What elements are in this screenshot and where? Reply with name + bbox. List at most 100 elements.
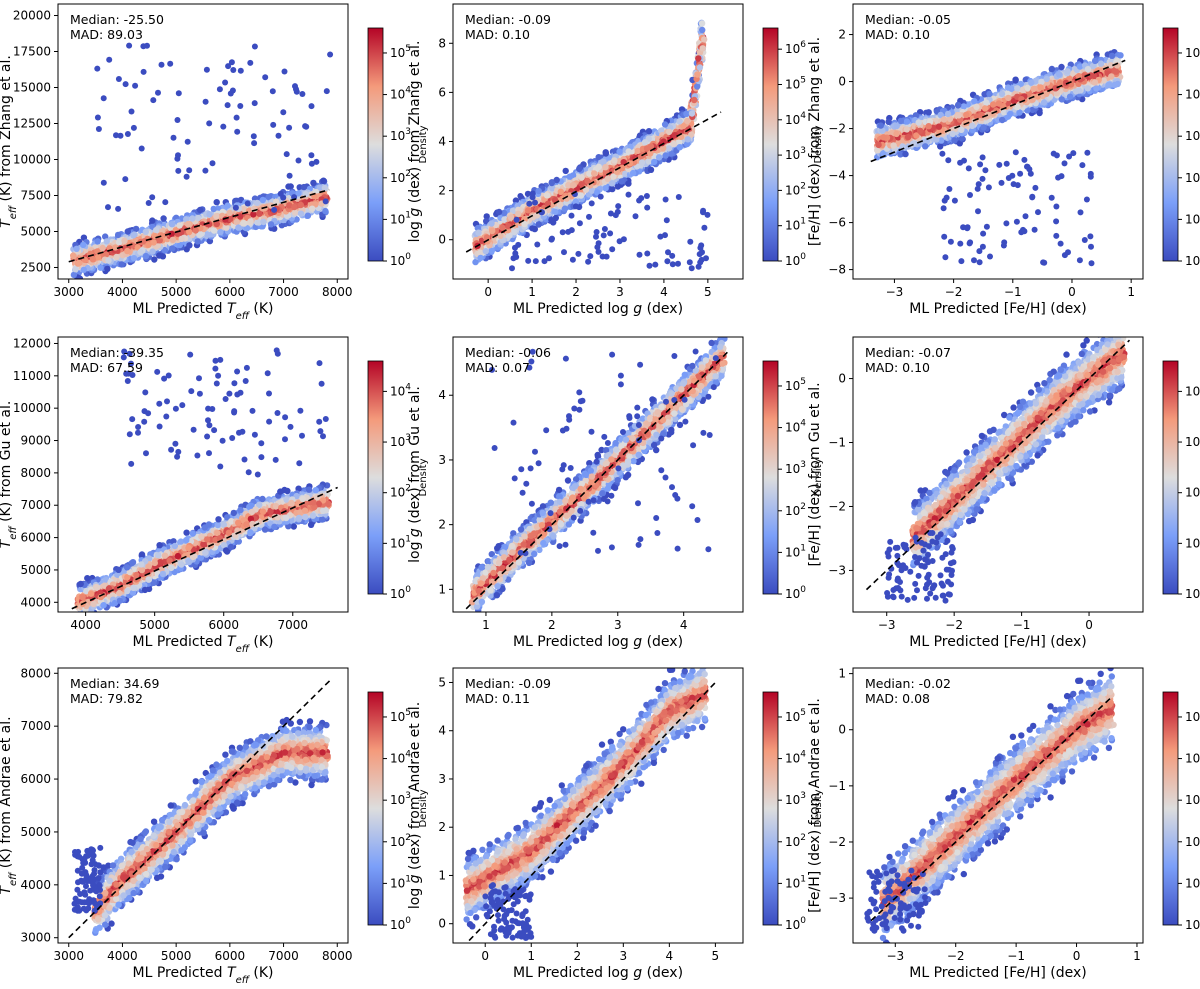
hexbin-cell [509,265,515,272]
hexbin-cell [80,241,87,249]
colorbar-tick-label: 103 [390,127,411,143]
hexbin-cell [270,121,277,128]
hexbin-cell [699,45,706,52]
hexbin-cell [691,96,698,104]
hexbin-cell [224,102,231,109]
hexbin-cell [553,176,560,184]
hexbin-cell [233,114,240,121]
hexbin-cell [578,174,585,181]
hexbin-cell [601,226,608,232]
hexbin-cell [616,148,623,155]
hexbin-cell [488,247,495,255]
hexbin-cell [660,144,667,152]
hexbin-cell [302,191,309,198]
hexbin-cell [602,185,609,192]
hexbin-cell [73,245,80,252]
hexbin-cell [694,71,701,78]
hexbin-cell [168,221,176,228]
hexbin-cell [604,175,611,182]
hexbin-cell [254,199,261,207]
y-tick-label: 17500 [13,45,51,59]
hexbin-cell [138,145,145,152]
hexbin-cell [202,98,209,105]
hexbin-cell [220,123,227,130]
hexbin-cell [576,220,583,227]
hexbin-cell [309,205,316,212]
hexbin-cell [287,183,294,190]
hexbin-cell [155,89,161,96]
hexbin-cell [233,218,240,226]
hexbin-cell [566,173,573,180]
hexbin-cell [669,261,676,268]
hexbin-cell [156,237,163,244]
hexbin-cell [225,63,232,70]
hexbin-cell [646,262,653,269]
hexbin-cell [168,230,175,237]
hexbin-cell [145,200,152,206]
hexbin-cell [175,90,182,97]
hexbin-cell [588,200,595,207]
hexbin-cell [104,265,111,272]
hexbin-cell [153,227,160,234]
hexbin-cell [210,227,218,234]
hexbin-cell [142,252,150,260]
hexbin-cell [477,254,484,262]
hexbin-cell [618,164,626,171]
hexbin-cell [300,183,308,191]
hexbin-cell [132,225,140,233]
hexbin-cell [472,258,479,266]
hexbin-cell [70,271,78,279]
hexbin-cell [600,158,607,166]
hexbin-cell [149,248,156,255]
hexbin-cell [76,275,84,279]
hexbin-cell [232,204,239,211]
hexbin-cell [209,160,216,167]
hexbin-cell [664,258,671,265]
hexbin-cell [130,124,137,131]
hexbin-cell [227,90,234,97]
hexbin-cell [223,224,230,231]
x-tick-label: 8000 [322,285,353,299]
hexbin-cell [626,160,634,167]
hexbin-cell [251,43,258,50]
hexbin-cell [192,227,199,234]
hexbin-cell [525,207,532,214]
hexbin-cell [194,214,202,222]
hexbin-cell [660,138,667,145]
hexbin-cell [76,259,83,267]
hexbin-cell [286,172,293,179]
hexbin-cell [568,212,575,219]
hexbin-cell [112,244,119,251]
hexbin-cell [169,245,176,252]
hexbin-cell [213,220,220,228]
hexbin-cell [668,150,675,157]
hexbin-cell [483,213,490,220]
hexbin-cell [256,210,263,217]
hexbin-cell [94,65,101,72]
hexbin-cell [602,150,610,157]
hexbin-cell [611,157,618,164]
hexbin-cell [684,140,691,148]
hexbin-cell [483,218,490,225]
hexbin-cell [251,140,258,147]
hexbin-cell [676,118,683,125]
hexbin-cell [483,234,491,241]
hexbin-cell [607,210,614,217]
hexbin-cell [665,145,673,152]
hexbin-cell [688,110,696,117]
hexbin-cell [106,56,113,63]
hexbin-cell [497,232,504,239]
hexbin-cell [114,231,122,239]
hexbin-cell [213,199,220,206]
hexbin-cell [499,224,506,231]
hexbin-cell [174,117,181,123]
density-hexbins [68,42,334,279]
hexbin-cell [625,148,632,155]
hexbin-cell [260,218,267,225]
hexbin-cell [308,160,315,167]
hexbin-cell [202,167,209,174]
hexbin-cell [94,114,101,121]
hexbin-cell [647,166,655,173]
colorbar-tick-label: 102 [390,169,411,185]
y-tick-label: 5000 [20,224,51,238]
